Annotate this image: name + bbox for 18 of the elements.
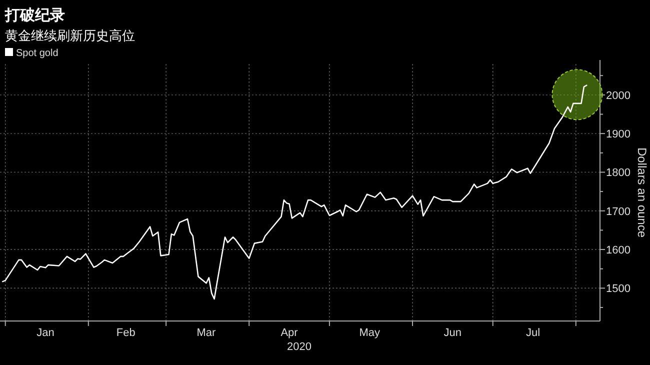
x-tick-label: Feb <box>116 327 136 339</box>
y-tick-label: 1700 <box>606 206 630 218</box>
y-tick-label: 1600 <box>606 244 630 257</box>
y-tick-label: 1900 <box>606 128 630 141</box>
chart-title: 打破纪录 <box>4 7 65 24</box>
chart-subtitle: 黄金继续刷新历史高位 <box>5 28 135 43</box>
y-tick-label: 1800 <box>606 167 630 180</box>
x-tick-label: Jul <box>526 327 540 339</box>
x-axis-title: 2020 <box>287 341 312 353</box>
legend-label: Spot gold <box>16 48 58 59</box>
y-axis-title: Dollars an ounce <box>635 147 649 238</box>
x-tick-label: Mar <box>196 327 216 339</box>
y-tick-label: 2000 <box>606 90 630 102</box>
x-tick-label: Jan <box>36 327 54 339</box>
x-tick-label: May <box>359 327 381 339</box>
y-tick-label: 1500 <box>606 283 630 296</box>
x-tick-label: Jun <box>444 327 462 339</box>
x-tick-label: Apr <box>280 327 298 339</box>
